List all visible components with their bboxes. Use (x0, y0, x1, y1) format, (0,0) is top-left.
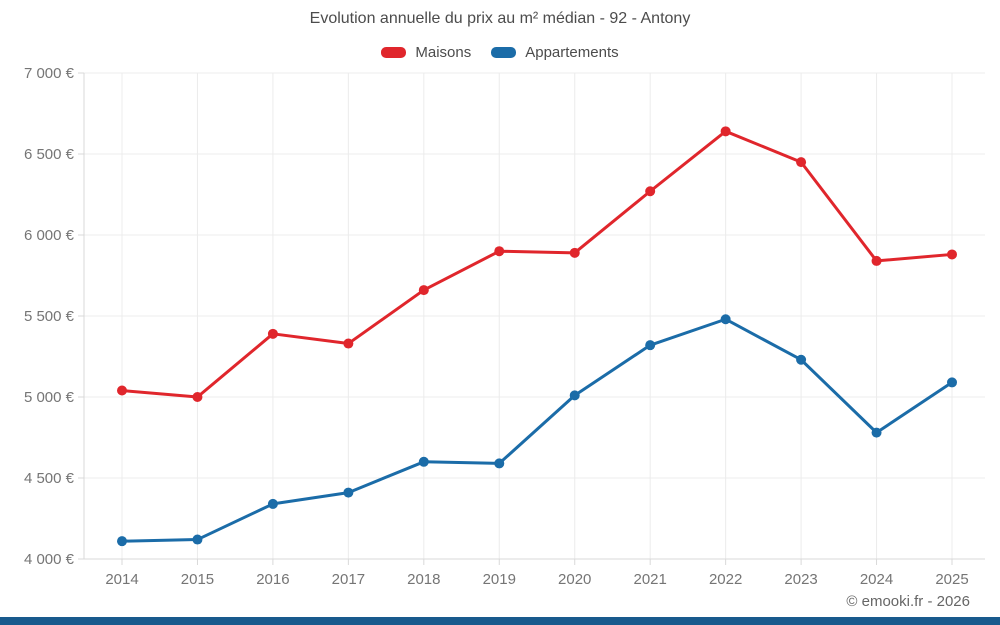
legend-label-maisons: Maisons (415, 44, 472, 61)
data-point-maisons-2025[interactable] (947, 249, 957, 260)
data-point-maisons-2024[interactable] (871, 255, 882, 266)
data-point-maisons-2018[interactable] (418, 285, 429, 296)
data-point-appartements-2025[interactable] (947, 377, 957, 388)
x-tick-label: 2023 (784, 571, 817, 588)
y-tick-label: 5 000 € (24, 389, 75, 406)
data-point-appartements-2016[interactable] (267, 498, 278, 509)
data-point-maisons-2017[interactable] (343, 338, 354, 349)
x-tick-label: 2022 (709, 571, 742, 588)
data-point-appartements-2021[interactable] (645, 340, 656, 351)
x-tick-label: 2014 (105, 571, 138, 588)
data-point-appartements-2020[interactable] (569, 390, 580, 401)
data-point-maisons-2015[interactable] (192, 392, 203, 402)
data-point-maisons-2023[interactable] (796, 157, 807, 168)
y-tick-label: 4 500 € (24, 470, 75, 487)
y-tick-label: 5 500 € (24, 308, 75, 325)
data-point-maisons-2019[interactable] (494, 246, 505, 257)
x-tick-label: 2018 (407, 571, 440, 588)
x-tick-label: 2020 (558, 571, 591, 588)
chart-title: Evolution annuelle du prix au m² médian … (309, 10, 691, 27)
y-tick-label: 7 000 € (24, 65, 75, 82)
x-tick-label: 2024 (860, 571, 893, 588)
data-point-appartements-2022[interactable] (720, 314, 731, 325)
data-point-maisons-2014[interactable] (117, 385, 127, 396)
data-point-appartements-2014[interactable] (117, 536, 127, 547)
legend-label-appartements: Appartements (525, 44, 619, 61)
data-point-appartements-2024[interactable] (871, 427, 882, 438)
data-point-appartements-2023[interactable] (796, 354, 807, 365)
data-point-maisons-2021[interactable] (645, 186, 656, 197)
y-tick-label: 6 000 € (24, 227, 75, 244)
data-point-appartements-2017[interactable] (343, 487, 354, 498)
data-point-maisons-2020[interactable] (569, 247, 580, 258)
data-point-appartements-2019[interactable] (494, 458, 505, 469)
series-line-appartements (120, 317, 954, 543)
brand-bottom-bar (0, 617, 1000, 625)
series-line-maisons (120, 129, 954, 399)
x-tick-label: 2016 (256, 571, 289, 588)
data-point-appartements-2018[interactable] (418, 456, 429, 467)
data-point-maisons-2022[interactable] (720, 126, 731, 137)
data-point-appartements-2015[interactable] (192, 534, 203, 545)
legend-item-maisons[interactable]: Maisons (381, 44, 471, 61)
maisons-swatch-icon (381, 47, 407, 58)
legend-item-appartements[interactable]: Appartements (491, 44, 619, 61)
y-tick-label: 4 000 € (24, 551, 75, 568)
x-tick-label: 2021 (633, 571, 666, 588)
footer-credit: © emooki.fr - 2026 (846, 593, 970, 610)
y-tick-label: 6 500 € (24, 146, 75, 163)
chart-legend: Maisons Appartements (0, 44, 1000, 61)
x-tick-label: 2017 (332, 571, 365, 588)
x-tick-label: 2015 (181, 571, 214, 588)
x-tick-label: 2025 (935, 571, 968, 588)
data-point-maisons-2016[interactable] (267, 328, 278, 339)
appartements-swatch-icon (491, 47, 517, 58)
x-tick-label: 2019 (483, 571, 516, 588)
